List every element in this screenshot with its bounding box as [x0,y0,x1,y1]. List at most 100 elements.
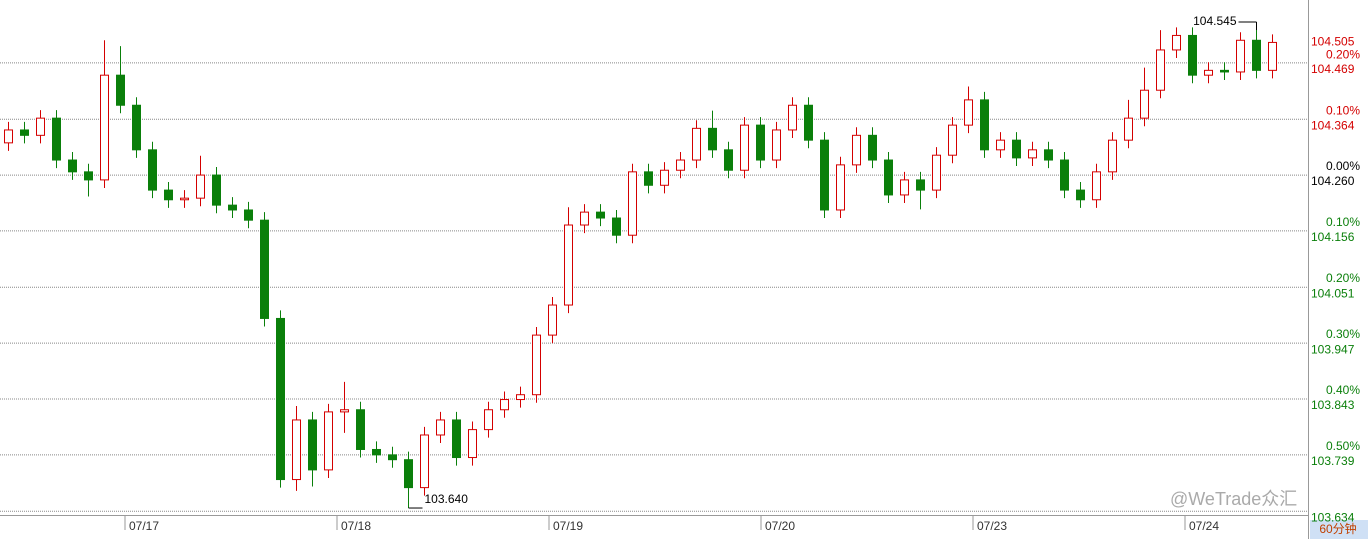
candle-body [740,124,749,171]
candle-body [484,409,493,431]
candle-body [788,104,797,131]
high-label: 104.545 [1193,14,1237,28]
candle-body [948,124,957,156]
candle-body [436,419,445,436]
candle-body [868,134,877,161]
candle-body [644,171,653,186]
candle-body [772,129,781,161]
candle-body [4,129,13,144]
candle-body [628,171,637,236]
x-tick-label: 07/18 [341,519,371,533]
x-tick-label: 07/19 [553,519,583,533]
watermark: @WeTrade众汇 [1170,489,1297,509]
candle-body [916,179,925,191]
candle-body [852,134,861,166]
candle-body [756,124,765,161]
period-box [1310,520,1368,539]
candle-body [500,399,509,411]
candle-body [932,154,941,191]
candle-body [212,174,221,206]
candle-body [820,139,829,211]
candle-body [420,434,429,489]
candle-body [164,189,173,201]
candle-body [1172,34,1181,51]
candle-body [260,219,269,319]
candle-body [1124,117,1133,141]
pct-tick-label: 0.40% [1326,383,1360,397]
candle-body [452,419,461,459]
y-tick-label: 103.739 [1311,454,1355,468]
candle-body [356,409,365,450]
candle-body [388,454,397,461]
pct-tick-label: 0.10% [1326,215,1360,229]
pct-tick-label: 0.10% [1326,103,1360,117]
y-tick-label: 104.051 [1311,286,1355,300]
pct-tick-label: 0.50% [1326,439,1360,453]
x-tick-label: 07/23 [977,519,1007,533]
candle-body [1252,39,1261,71]
candle-body [612,217,621,236]
candle-body [84,171,93,181]
candle-body [836,164,845,211]
candle-body [1188,34,1197,76]
last-price-label: 104.505 [1311,35,1355,49]
y-tick-label: 103.634 [1311,510,1355,524]
candle-body [516,394,525,401]
candle-body [132,104,141,151]
candle-body [1028,149,1037,159]
candle-body [292,419,301,481]
candle-body [196,174,205,199]
candle-body [1108,139,1117,173]
candle-body [1092,171,1101,201]
candle-body [804,104,813,141]
pct-tick-label: 0.20% [1326,47,1360,61]
x-tick-label: 07/24 [1189,519,1219,533]
candle-body [20,129,29,136]
candle-body [964,99,973,126]
candle-body [884,159,893,196]
x-tick-label: 07/20 [765,519,795,533]
candle-body [116,74,125,106]
candle-body [1268,41,1277,71]
candle-body [1156,49,1165,91]
candle-body [228,204,237,211]
y-tick-label: 104.260 [1311,174,1355,188]
candle-body [404,459,413,489]
candle-body [596,211,605,219]
candle-body [52,117,61,161]
candle-body [180,197,189,201]
candle-body [276,317,285,481]
candle-body [1140,89,1149,119]
y-tick-label: 103.947 [1311,342,1355,356]
candle-body [1012,139,1021,159]
candle-body [1076,189,1085,201]
candle-body [564,224,573,306]
candle-body [36,117,45,136]
candle-body [980,99,989,151]
y-tick-label: 104.156 [1311,230,1355,244]
candle-body [308,419,317,471]
candle-body [900,179,909,196]
candle-body [1204,69,1213,76]
candle-body [1236,39,1245,73]
pct-tick-label: 0.20% [1326,271,1360,285]
candle-body [468,429,477,459]
candle-body [996,139,1005,151]
y-tick-label: 104.469 [1311,62,1355,76]
y-tick-label: 103.843 [1311,398,1355,412]
y-tick-label: 104.364 [1311,118,1355,132]
candle-body [660,169,669,186]
candle-body [1220,69,1229,73]
candle-body [1044,149,1053,161]
candle-body [548,304,557,336]
candle-body [676,159,685,171]
x-tick-label: 07/17 [129,519,159,533]
pct-tick-label: 0.30% [1326,327,1360,341]
candle-body [340,409,349,413]
candle-body [580,211,589,226]
candle-body [692,127,701,161]
candle-body [1060,159,1069,191]
candle-body [724,149,733,171]
candle-body [372,448,381,456]
